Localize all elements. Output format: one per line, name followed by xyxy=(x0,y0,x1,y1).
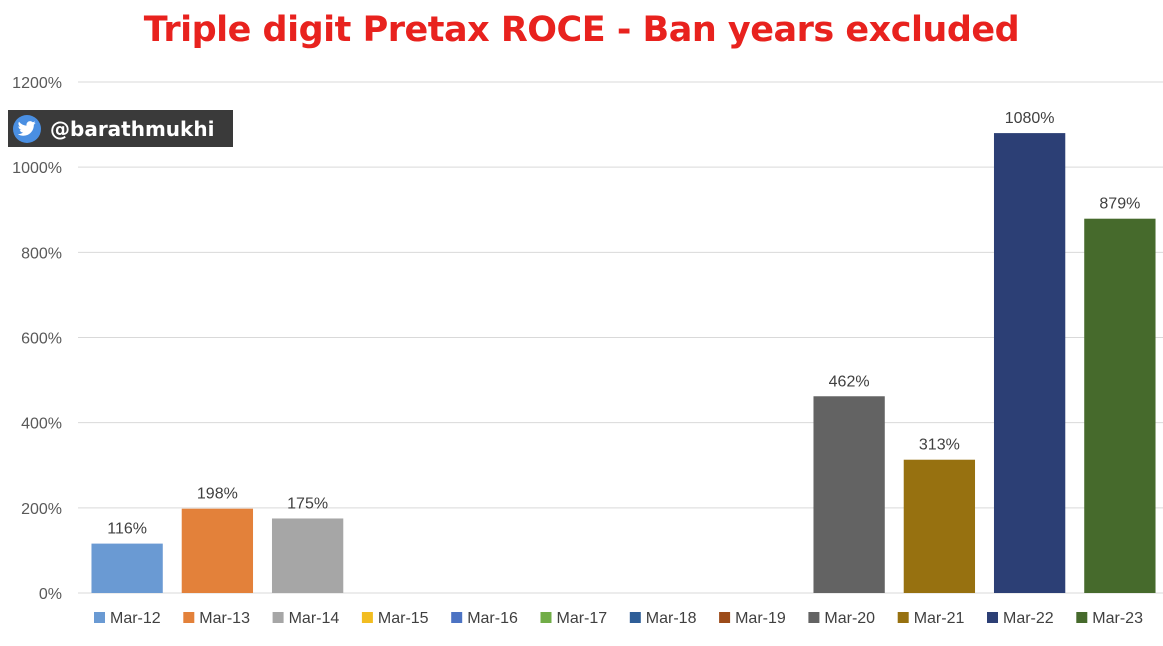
data-label: 1080% xyxy=(1005,110,1055,127)
bar-mar-23 xyxy=(1084,218,1156,593)
gridlines xyxy=(78,81,1163,594)
bar-mar-12 xyxy=(91,543,163,593)
legend-swatch xyxy=(361,612,373,623)
legend-swatch xyxy=(94,612,105,623)
data-label: 116% xyxy=(107,521,147,538)
y-axis-ticks: 0% 200% 400% 600% 800% 1000% 1200% xyxy=(12,75,62,603)
twitter-bird-icon xyxy=(13,114,41,143)
legend-swatch xyxy=(451,612,463,623)
legend-label: Mar-18 xyxy=(646,610,697,627)
bar-mar-13 xyxy=(181,508,254,593)
y-tick-label: 200% xyxy=(21,501,62,518)
bar-mar-20 xyxy=(813,396,885,593)
y-tick-label: 1000% xyxy=(12,160,62,177)
legend-swatch xyxy=(540,612,552,623)
data-label: 879% xyxy=(1099,196,1140,213)
chart-title: Triple digit Pretax ROCE - Ban years exc… xyxy=(143,10,1020,50)
bars xyxy=(91,133,1156,593)
twitter-handle-badge: @barathmukhi xyxy=(8,110,233,147)
legend-label: Mar-17 xyxy=(557,610,608,627)
legend-label: Mar-22 xyxy=(1003,610,1054,627)
data-label: 313% xyxy=(919,437,960,454)
y-tick-label: 1200% xyxy=(12,75,62,92)
legend-label: Mar-19 xyxy=(735,610,786,627)
legend: Mar-12 Mar-13 Mar-14 Mar-15 Mar-16 Mar-17 Mar-… xyxy=(94,610,1143,627)
data-label: 462% xyxy=(829,373,870,390)
y-tick-label: 600% xyxy=(21,331,62,348)
legend-label: Mar-20 xyxy=(824,610,875,627)
legend-label: Mar-15 xyxy=(378,610,429,627)
y-tick-label: 800% xyxy=(21,245,62,262)
legend-swatch xyxy=(808,612,820,623)
legend-swatch xyxy=(272,612,284,623)
legend-swatch xyxy=(719,612,731,623)
legend-swatch xyxy=(1076,612,1088,623)
data-label: 198% xyxy=(197,486,238,503)
legend-label: Mar-23 xyxy=(1092,610,1143,627)
bar-mar-14 xyxy=(271,518,344,593)
y-tick-label: 0% xyxy=(39,586,62,603)
legend-label: Mar-12 xyxy=(110,610,161,627)
bar-mar-21 xyxy=(903,459,976,593)
y-tick-label: 400% xyxy=(21,416,62,433)
bar-mar-22 xyxy=(993,133,1066,593)
legend-swatch xyxy=(183,612,195,623)
legend-swatch xyxy=(987,612,998,623)
legend-label: Mar-21 xyxy=(914,610,965,627)
data-label: 175% xyxy=(287,495,328,512)
data-labels: 116% 198% 175% 462% 313% 1080% 879% xyxy=(107,110,1140,538)
legend-label: Mar-14 xyxy=(289,610,340,627)
legend-swatch xyxy=(629,612,641,623)
legend-label: Mar-13 xyxy=(199,610,250,627)
legend-swatch xyxy=(897,612,909,623)
twitter-handle: @barathmukhi xyxy=(50,116,215,141)
legend-label: Mar-16 xyxy=(467,610,518,627)
